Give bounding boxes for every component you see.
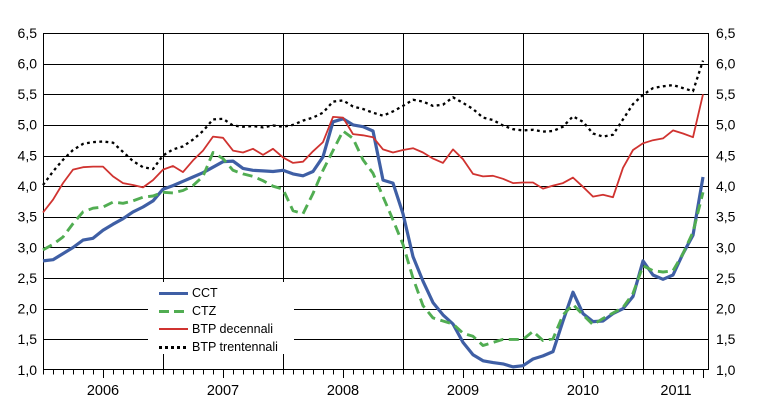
y-tick-label-left: 6,0 [18,55,38,71]
y-tick-label-left: 5,5 [18,86,38,102]
plot-border [43,33,709,370]
x-tick-label: 2007 [207,383,239,399]
y-tick-label-right: 1,0 [716,362,736,378]
y-tick-label-right: 2,0 [716,301,736,317]
y-tick-label-right: 1,5 [716,331,736,347]
y-tick-label-right: 3,0 [716,239,736,255]
x-tick-label: 2008 [327,383,359,399]
chart-legend: CCT CTZ BTP decennali BTP trentennali [148,282,294,354]
y-tick-label-left: 6,5 [18,25,38,41]
series-line-ctz [42,129,705,347]
legend-item-btp-trentennali: BTP trentennali [159,338,294,356]
x-tick-label: 2011 [660,383,691,399]
y-tick-label-right: 6,5 [716,25,736,41]
legend-line-sample-cct [159,291,188,295]
legend-label-btp-decennali: BTP decennali [192,322,274,336]
x-tick-label: 2010 [567,383,599,399]
x-tick-label: 2006 [87,383,119,399]
y-tick-label-right: 5,0 [716,117,736,133]
y-tick-label-left: 3,5 [18,209,38,225]
legend-line-sample-btp-trentennali [159,345,188,349]
legend-item-ctz: CTZ [159,302,294,320]
y-tick-label-left: 1,5 [18,331,38,347]
y-tick-label-right: 6,0 [716,55,736,71]
x-tick-label: 2009 [447,383,479,399]
legend-line-sample-ctz [159,309,188,313]
legend-label-btp-trentennali: BTP trentennali [192,340,278,354]
legend-item-btp-decennali: BTP decennali [159,320,294,338]
y-tick-label-right: 4,0 [716,178,736,194]
legend-item-cct: CCT [159,284,294,302]
y-tick-label-left: 3,0 [18,239,38,255]
y-tick-label-left: 1,0 [18,362,38,378]
legend-label-cct: CCT [192,286,218,300]
series-line-btp-trentennali [42,60,705,186]
y-tick-label-right: 2,5 [716,270,736,286]
y-tick-label-left: 4,5 [18,147,38,163]
y-tick-label-left: 2,0 [18,301,38,317]
legend-label-ctz: CTZ [192,304,217,318]
series-line-cct [42,117,705,369]
y-tick-label-right: 5,5 [716,86,736,102]
y-tick-label-left: 4,0 [18,178,38,194]
series-line-btp-decennali [42,94,704,214]
y-tick-label-left: 5,0 [18,117,38,133]
y-tick-label-right: 4,5 [716,147,736,163]
y-tick-label-right: 3,5 [716,209,736,225]
legend-line-sample-btp-decennali [159,328,188,330]
y-tick-label-left: 2,5 [18,270,38,286]
